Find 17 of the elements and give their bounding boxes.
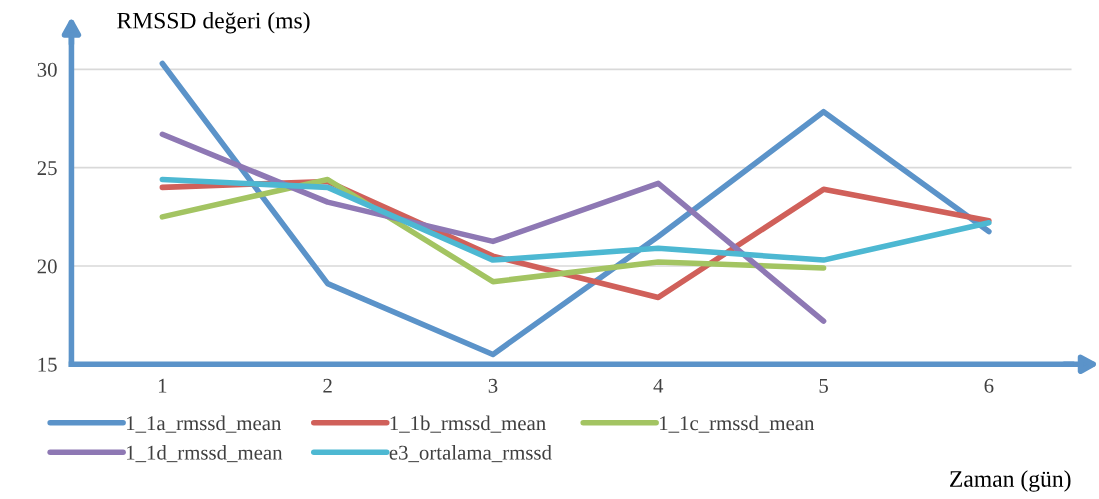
y-tick-label: 30 bbox=[37, 62, 57, 77]
x-tick-label: 1 bbox=[158, 378, 167, 393]
legend-label: 1_1a_rmssd_mean bbox=[127, 415, 282, 433]
y-tick-label: 20 bbox=[37, 259, 57, 274]
legend-label: e3_ortalama_rmssd bbox=[389, 445, 552, 463]
x-tick-label: 4 bbox=[653, 378, 664, 393]
y-axis-title: RMSSD değeri (ms) bbox=[117, 11, 310, 34]
x-axis-title: Zaman (gün) bbox=[950, 470, 1071, 492]
legend-label: 1_1b_rmssd_mean bbox=[390, 415, 546, 433]
legend-label: 1_1c_rmssd_mean bbox=[660, 415, 815, 433]
x-tick-label: 6 bbox=[984, 378, 994, 393]
y-tick-label: 15 bbox=[38, 357, 57, 372]
x-tick-label: 5 bbox=[819, 378, 828, 393]
x-tick-label: 3 bbox=[488, 378, 498, 393]
y-tick-label: 25 bbox=[37, 161, 57, 176]
legend-label: 1_1d_rmssd_mean bbox=[127, 445, 283, 463]
x-tick-label: 2 bbox=[323, 378, 332, 393]
